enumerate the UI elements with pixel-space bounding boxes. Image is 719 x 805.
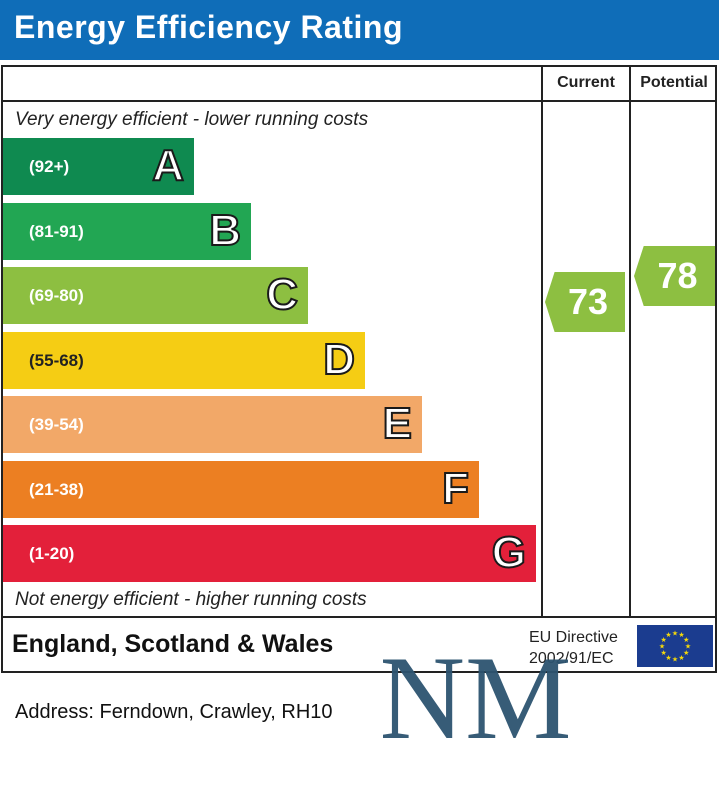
band-a-range: (92+)	[29, 157, 70, 176]
potential-rating-arrow: 78	[634, 246, 715, 306]
eu-star: ★	[672, 656, 678, 664]
eu-star: ★	[661, 636, 667, 644]
eu-directive-line2: 2002/91/EC	[529, 650, 614, 667]
band-f-letter: F	[441, 463, 470, 514]
band-f-range: (21-38)	[29, 479, 84, 499]
band-d-range: (55-68)	[29, 350, 84, 370]
address-text: Address: Ferndown, Crawley, RH10	[15, 701, 333, 723]
band-b: (81-91) B	[3, 202, 251, 260]
band-d-letter: D	[322, 334, 356, 385]
band-e: (39-54) E	[3, 396, 422, 453]
column-current-label: Current	[557, 74, 615, 91]
header-bar: Energy Efficiency Rating	[0, 0, 719, 60]
eu-flag-icon: ★ ★ ★ ★ ★ ★ ★ ★ ★ ★ ★ ★	[637, 625, 713, 667]
band-c-range: (69-80)	[29, 286, 84, 305]
logo-text: NM	[383, 640, 568, 745]
nm-logo: NM	[383, 640, 568, 745]
region-label: England, Scotland & Wales	[12, 630, 334, 658]
eu-star: ★	[683, 636, 689, 644]
band-c: (69-80) C	[3, 267, 308, 324]
potential-rating-value: 78	[657, 255, 698, 296]
footer-divider	[1, 616, 717, 618]
header-divider	[1, 100, 717, 102]
current-rating-arrow: 73	[545, 272, 625, 332]
band-e-letter: E	[382, 398, 413, 449]
eu-star: ★	[659, 643, 665, 651]
divider-current	[541, 65, 543, 617]
divider-potential	[629, 65, 631, 617]
page-title: Energy Efficiency Rating	[14, 9, 403, 45]
note-efficient: Very energy efficient - lower running co…	[15, 109, 369, 130]
eu-star: ★	[683, 649, 689, 657]
eu-directive-text: EU Directive 2002/91/EC	[529, 627, 618, 669]
band-e-range: (39-54)	[29, 415, 84, 434]
eu-star: ★	[665, 631, 671, 639]
note-inefficient: Not energy efficient - higher running co…	[15, 589, 367, 610]
eu-star: ★	[665, 654, 671, 662]
eu-star: ★	[678, 654, 684, 662]
band-f: (21-38) F	[3, 460, 479, 518]
eu-star: ★	[685, 643, 691, 651]
band-a-letter: A	[151, 140, 185, 191]
eu-star: ★	[672, 630, 678, 638]
band-d: (55-68) D	[3, 331, 365, 389]
eu-star: ★	[661, 649, 667, 657]
eu-star: ★	[678, 631, 684, 639]
band-b-range: (81-91)	[29, 221, 84, 241]
rating-frame	[1, 65, 717, 673]
eu-directive-line1: EU Directive	[529, 629, 618, 646]
column-potential-label: Potential	[640, 74, 708, 91]
band-b-letter: B	[208, 205, 242, 256]
band-g-letter: G	[491, 527, 527, 578]
band-a: (92+) A	[3, 138, 194, 195]
band-g-range: (1-20)	[29, 544, 75, 563]
current-rating-value: 73	[567, 281, 609, 322]
band-c-letter: C	[265, 269, 299, 320]
band-g: (1-20) G	[3, 525, 536, 582]
